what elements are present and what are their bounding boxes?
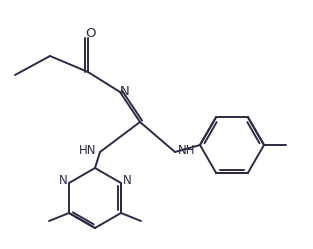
Text: N: N — [123, 174, 131, 187]
Text: N: N — [120, 84, 130, 98]
Text: HN: HN — [79, 144, 97, 158]
Text: O: O — [85, 26, 95, 40]
Text: N: N — [59, 174, 67, 187]
Text: NH: NH — [178, 144, 196, 158]
